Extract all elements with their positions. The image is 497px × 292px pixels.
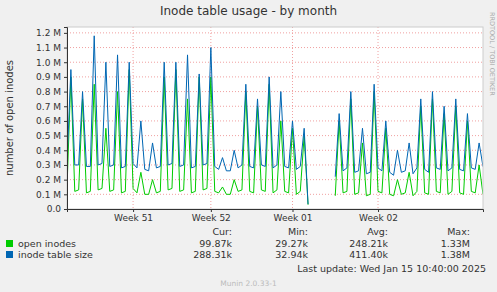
plot-frame: [67, 27, 483, 209]
series-line: [67, 70, 483, 205]
legend-header: Avg:: [367, 226, 388, 237]
y-tick-mark: [64, 33, 67, 34]
y-tick-label: 0.4 M: [36, 146, 61, 156]
y-tick-mark: [64, 121, 67, 122]
grid: [67, 27, 483, 209]
y-tick: 0.9 M: [36, 72, 67, 82]
y-tick: 0.6 M: [36, 116, 67, 126]
legend-stat: 32.94k: [275, 249, 308, 260]
legend-label: open inodes: [18, 238, 76, 249]
x-tick: Week 51: [114, 209, 153, 223]
legend: Cur: Min: Avg: Max: open inodes 99.87k 29.27k 2…: [6, 226, 470, 260]
chart: Inode table usage - by month number of op…: [0, 0, 497, 292]
legend-swatch: [6, 240, 13, 247]
grid-line: [67, 32, 483, 33]
y-tick-label: 0.7 M: [36, 102, 61, 112]
y-tick: 0.3 M: [36, 160, 67, 170]
grid-line: [67, 135, 483, 136]
grid-line: [292, 27, 293, 209]
legend-stat: 248.21k: [349, 238, 388, 249]
y-axis-title: number of open inodes: [4, 60, 15, 176]
x-tick-mark: [378, 209, 379, 212]
x-tick: Week 02: [359, 209, 398, 223]
y-tick-label: 0.8 M: [36, 87, 61, 97]
legend-stat: 1.33M: [441, 238, 470, 249]
legend-stat: 99.87k: [199, 238, 232, 249]
y-tick: 0.8 M: [36, 87, 67, 97]
legend-header: Min:: [288, 226, 308, 237]
y-tick: 0.1 M: [36, 190, 67, 200]
watermark: RRDTOOL / TOBI OETIKER: [488, 12, 496, 96]
y-tick-mark: [64, 209, 67, 210]
y-tick-label: 0.6 M: [36, 116, 61, 126]
y-tick-label: 0.0: [47, 204, 62, 214]
y-axis: 0.0 0.1 M 0.2 M 0.3 M 0.4 M 0.5 M 0.6 M 0.7 M 0.…: [36, 28, 67, 215]
y-tick-label: 0.3 M: [36, 160, 61, 170]
background: [0, 0, 497, 292]
y-tick: 0.7 M: [36, 102, 67, 112]
legend-stat: 288.31k: [193, 249, 232, 260]
y-tick: 1.2 M: [36, 28, 67, 38]
credit: Munin 2.0.33-1: [220, 279, 277, 288]
legend-stat: 411.40k: [349, 249, 388, 260]
series-group: [67, 36, 483, 205]
x-tick: Week 01: [274, 209, 313, 223]
y-tick-label: 0.5 M: [36, 131, 61, 141]
y-tick-mark: [64, 180, 67, 181]
y-tick-label: 1.0 M: [36, 58, 61, 68]
y-tick: 0.2 M: [36, 175, 67, 185]
legend-swatch: [6, 251, 13, 258]
x-axis-line: [68, 210, 484, 213]
y-tick-mark: [64, 106, 67, 107]
legend-stat: 29.27k: [275, 238, 308, 249]
grid-line: [67, 91, 483, 92]
y-tick: 0.0: [47, 204, 67, 214]
y-tick-mark: [64, 150, 67, 151]
x-axis: Week 51 Week 52 Week 01 Week 02: [68, 209, 484, 223]
y-tick-mark: [64, 48, 67, 49]
legend-header: Cur:: [212, 226, 232, 237]
y-tick-label: 1.2 M: [36, 28, 61, 38]
y-tick-label: 0.2 M: [36, 175, 61, 185]
y-tick-label: 0.1 M: [36, 190, 61, 200]
y-tick: 0.4 M: [36, 146, 67, 156]
title: Inode table usage - by month: [160, 4, 337, 18]
plot-area: [67, 27, 483, 209]
x-tick-label: Week 02: [359, 213, 398, 223]
legend-label: inode table size: [18, 249, 93, 260]
y-tick: 0.5 M: [36, 131, 67, 141]
grid-line: [67, 179, 483, 180]
grid-line: [67, 47, 483, 48]
y-tick: 1.1 M: [36, 43, 67, 53]
y-tick-label: 1.1 M: [36, 43, 61, 53]
y-axis-line: [64, 28, 68, 210]
grid-line: [67, 150, 483, 151]
grid-line: [67, 164, 483, 165]
y-tick-mark: [64, 165, 67, 166]
y-tick-label: 0.9 M: [36, 72, 61, 82]
legend-header: Max:: [447, 226, 470, 237]
y-tick-mark: [64, 62, 67, 63]
y-tick: 1.0 M: [36, 58, 67, 68]
x-tick: Week 52: [192, 209, 231, 223]
y-tick-mark: [64, 194, 67, 195]
x-tick-label: Week 51: [114, 213, 153, 223]
y-tick-mark: [64, 92, 67, 93]
x-tick-mark: [211, 209, 212, 212]
grid-line: [67, 194, 483, 195]
y-tick-mark: [64, 136, 67, 137]
x-tick-mark: [292, 209, 293, 212]
x-tick-label: Week 52: [192, 213, 231, 223]
series-line: [67, 36, 483, 204]
footer: Last update: Wed Jan 15 10:40:00 2025: [297, 263, 486, 274]
x-tick-mark: [133, 209, 134, 212]
legend-stat: 1.38M: [441, 249, 470, 260]
x-tick-label: Week 01: [274, 213, 313, 223]
y-tick-mark: [64, 77, 67, 78]
